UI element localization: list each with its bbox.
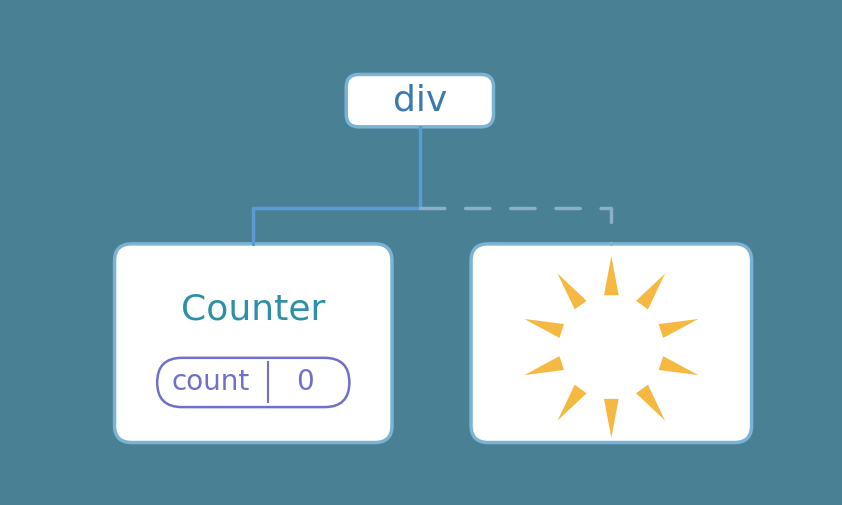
Polygon shape [636,274,665,310]
FancyBboxPatch shape [157,358,349,407]
Text: count: count [172,369,250,396]
Polygon shape [604,399,619,438]
Text: div: div [392,84,447,118]
Polygon shape [658,319,698,338]
Polygon shape [525,319,564,338]
Polygon shape [525,356,564,375]
Polygon shape [604,256,619,295]
Polygon shape [658,356,698,375]
Polygon shape [557,385,587,421]
Polygon shape [636,385,665,421]
Text: 0: 0 [296,369,314,396]
FancyBboxPatch shape [115,244,392,442]
Polygon shape [557,274,587,310]
Text: Counter: Counter [181,292,326,326]
FancyBboxPatch shape [471,244,752,442]
FancyBboxPatch shape [346,74,493,127]
